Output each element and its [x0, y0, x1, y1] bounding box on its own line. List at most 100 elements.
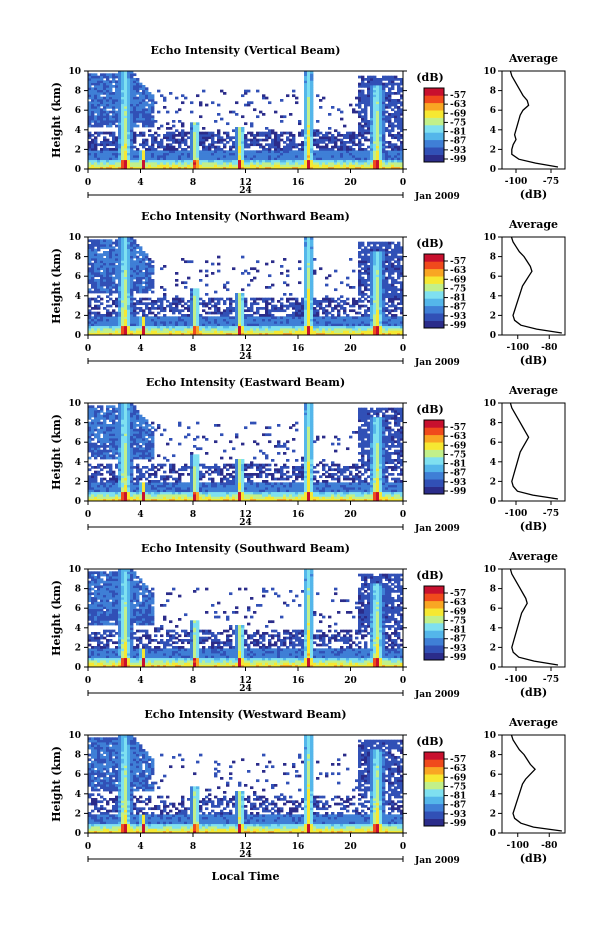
heatmap-cell: [388, 309, 392, 313]
heatmap-cell: [370, 258, 374, 261]
heatmap-cell: [121, 120, 125, 123]
heatmap-cell: [103, 152, 107, 156]
heatmap-cell: [193, 302, 197, 306]
heatmap-cell: [103, 272, 107, 275]
heatmap-cell: [307, 136, 311, 140]
heatmap-cell: [97, 85, 101, 88]
heatmap-cell: [118, 258, 122, 261]
heatmap-cell: [124, 134, 128, 137]
heatmap-cell: [394, 155, 398, 158]
heatmap-cell: [223, 143, 227, 147]
heatmap-cell: [400, 143, 404, 147]
heatmap-cell: [316, 131, 320, 135]
heatmap-cell: [370, 248, 374, 252]
heatmap-cell: [106, 309, 110, 313]
heatmap-cell: [115, 101, 119, 105]
heatmap-cell: [94, 136, 98, 140]
heatmap-cell: [88, 272, 92, 275]
heatmap-cell: [94, 85, 98, 88]
heatmap-cell: [250, 143, 254, 147]
heatmap-cell: [265, 127, 269, 130]
heatmap-cell: [145, 290, 149, 294]
heatmap-cell: [133, 150, 137, 154]
heatmap-cell: [304, 328, 308, 331]
heatmap-cell: [220, 155, 224, 158]
heatmap-cell: [88, 405, 92, 409]
colorbar-tick-label: -93: [450, 146, 466, 156]
heatmap-cell: [106, 281, 110, 285]
heatmap-cell: [274, 330, 278, 334]
heatmap-cell: [283, 115, 287, 119]
heatmap-cell: [226, 166, 230, 170]
heatmap-cell: [196, 309, 200, 313]
heatmap-cell: [241, 157, 245, 161]
heatmap-cell: [289, 113, 293, 116]
heatmap-cell: [217, 309, 221, 313]
heatmap-cell: [145, 269, 149, 273]
heatmap-cell: [205, 304, 209, 308]
heatmap-cell: [223, 316, 227, 320]
colorbar-tick-label: -57: [450, 91, 466, 101]
heatmap-cell: [283, 309, 287, 313]
heatmap-cell: [121, 127, 125, 130]
heatmap-cell: [211, 162, 215, 165]
heatmap-cell: [217, 129, 221, 133]
heatmap-cell: [250, 166, 254, 170]
heatmap-cell: [94, 106, 98, 109]
heatmap-cell: [106, 82, 110, 86]
heatmap-cell: [391, 143, 395, 147]
heatmap-cell: [160, 307, 164, 310]
heatmap-cell: [343, 318, 347, 322]
heatmap-cell: [250, 309, 254, 313]
heatmap-cell: [130, 106, 134, 109]
heatmap-cell: [397, 248, 401, 252]
heatmap-cell: [367, 258, 371, 261]
heatmap-cell: [268, 134, 272, 137]
heatmap-cell: [178, 318, 182, 322]
heatmap-cell: [142, 99, 146, 102]
heatmap-cell: [133, 96, 137, 100]
heatmap-cell: [292, 94, 296, 98]
heatmap-cell: [370, 103, 374, 107]
heatmap-cell: [94, 489, 98, 493]
heatmap-cell: [139, 162, 143, 165]
heatmap-cell: [226, 323, 230, 327]
heatmap-cell: [292, 150, 296, 154]
heatmap-cell: [196, 162, 200, 165]
heatmap-cell: [376, 78, 380, 81]
heatmap-cell: [145, 321, 149, 324]
heatmap-cell: [121, 94, 125, 98]
heatmap-cell: [373, 290, 377, 294]
heatmap-cell: [121, 136, 125, 140]
heatmap-cell: [259, 323, 263, 327]
heatmap-cell: [382, 241, 386, 245]
heatmap-cell: [130, 134, 134, 137]
heatmap-cell: [130, 85, 134, 88]
heatmap-cell: [259, 164, 263, 168]
heatmap-cell: [148, 279, 152, 282]
heatmap-cell: [370, 136, 374, 140]
heatmap-cell: [100, 302, 104, 306]
heatmap-cell: [364, 136, 368, 140]
heatmap-cell: [241, 321, 245, 324]
heatmap-cell: [373, 108, 377, 112]
heatmap-cell: [268, 325, 272, 329]
heatmap-cell: [121, 321, 125, 324]
heatmap-cell: [166, 150, 170, 154]
heatmap-cell: [124, 164, 128, 168]
heatmap-cell: [376, 141, 380, 144]
heatmap-cell: [352, 328, 356, 331]
heatmap-cell: [370, 78, 374, 81]
heatmap-cell: [373, 269, 377, 273]
heatmap-cell: [382, 286, 386, 289]
heatmap-cell: [112, 131, 116, 135]
heatmap-cell: [307, 134, 311, 137]
heatmap-cell: [373, 148, 377, 151]
heatmap-cell: [304, 300, 308, 303]
heatmap-cell: [91, 120, 95, 123]
heatmap-cell: [265, 304, 269, 308]
heatmap-cell: [175, 297, 179, 301]
heatmap-cell: [244, 157, 248, 161]
heatmap-cell: [121, 164, 125, 168]
heatmap-cell: [184, 141, 188, 144]
